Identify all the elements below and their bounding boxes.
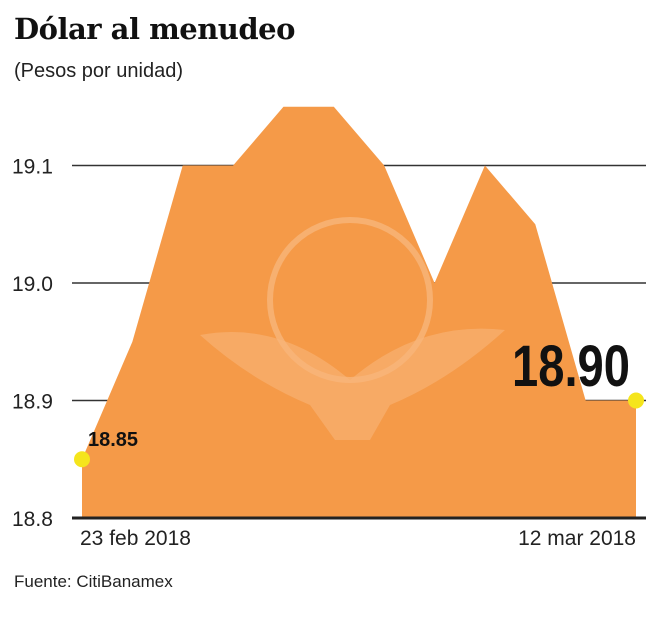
y-tick-label: 18.8 <box>12 508 53 531</box>
chart-subtitle: (Pesos por unidad) <box>14 60 183 82</box>
start-value-label: 18.85 <box>88 429 138 451</box>
y-tick-label: 19.0 <box>12 273 53 296</box>
y-tick-label: 18.9 <box>12 391 53 414</box>
x-tick-label: 12 mar 2018 <box>518 527 636 550</box>
data-point <box>74 451 90 468</box>
data-point <box>628 392 644 409</box>
end-value-label: 18.90 <box>512 334 630 399</box>
chart-title: Dólar al menudeo <box>14 12 295 46</box>
x-tick-label: 23 feb 2018 <box>80 527 191 550</box>
source-note: Fuente: CitiBanamex <box>14 572 173 591</box>
watermark-eagle-icon <box>200 328 505 440</box>
area-series <box>82 106 636 518</box>
y-tick-label: 19.1 <box>12 156 53 179</box>
